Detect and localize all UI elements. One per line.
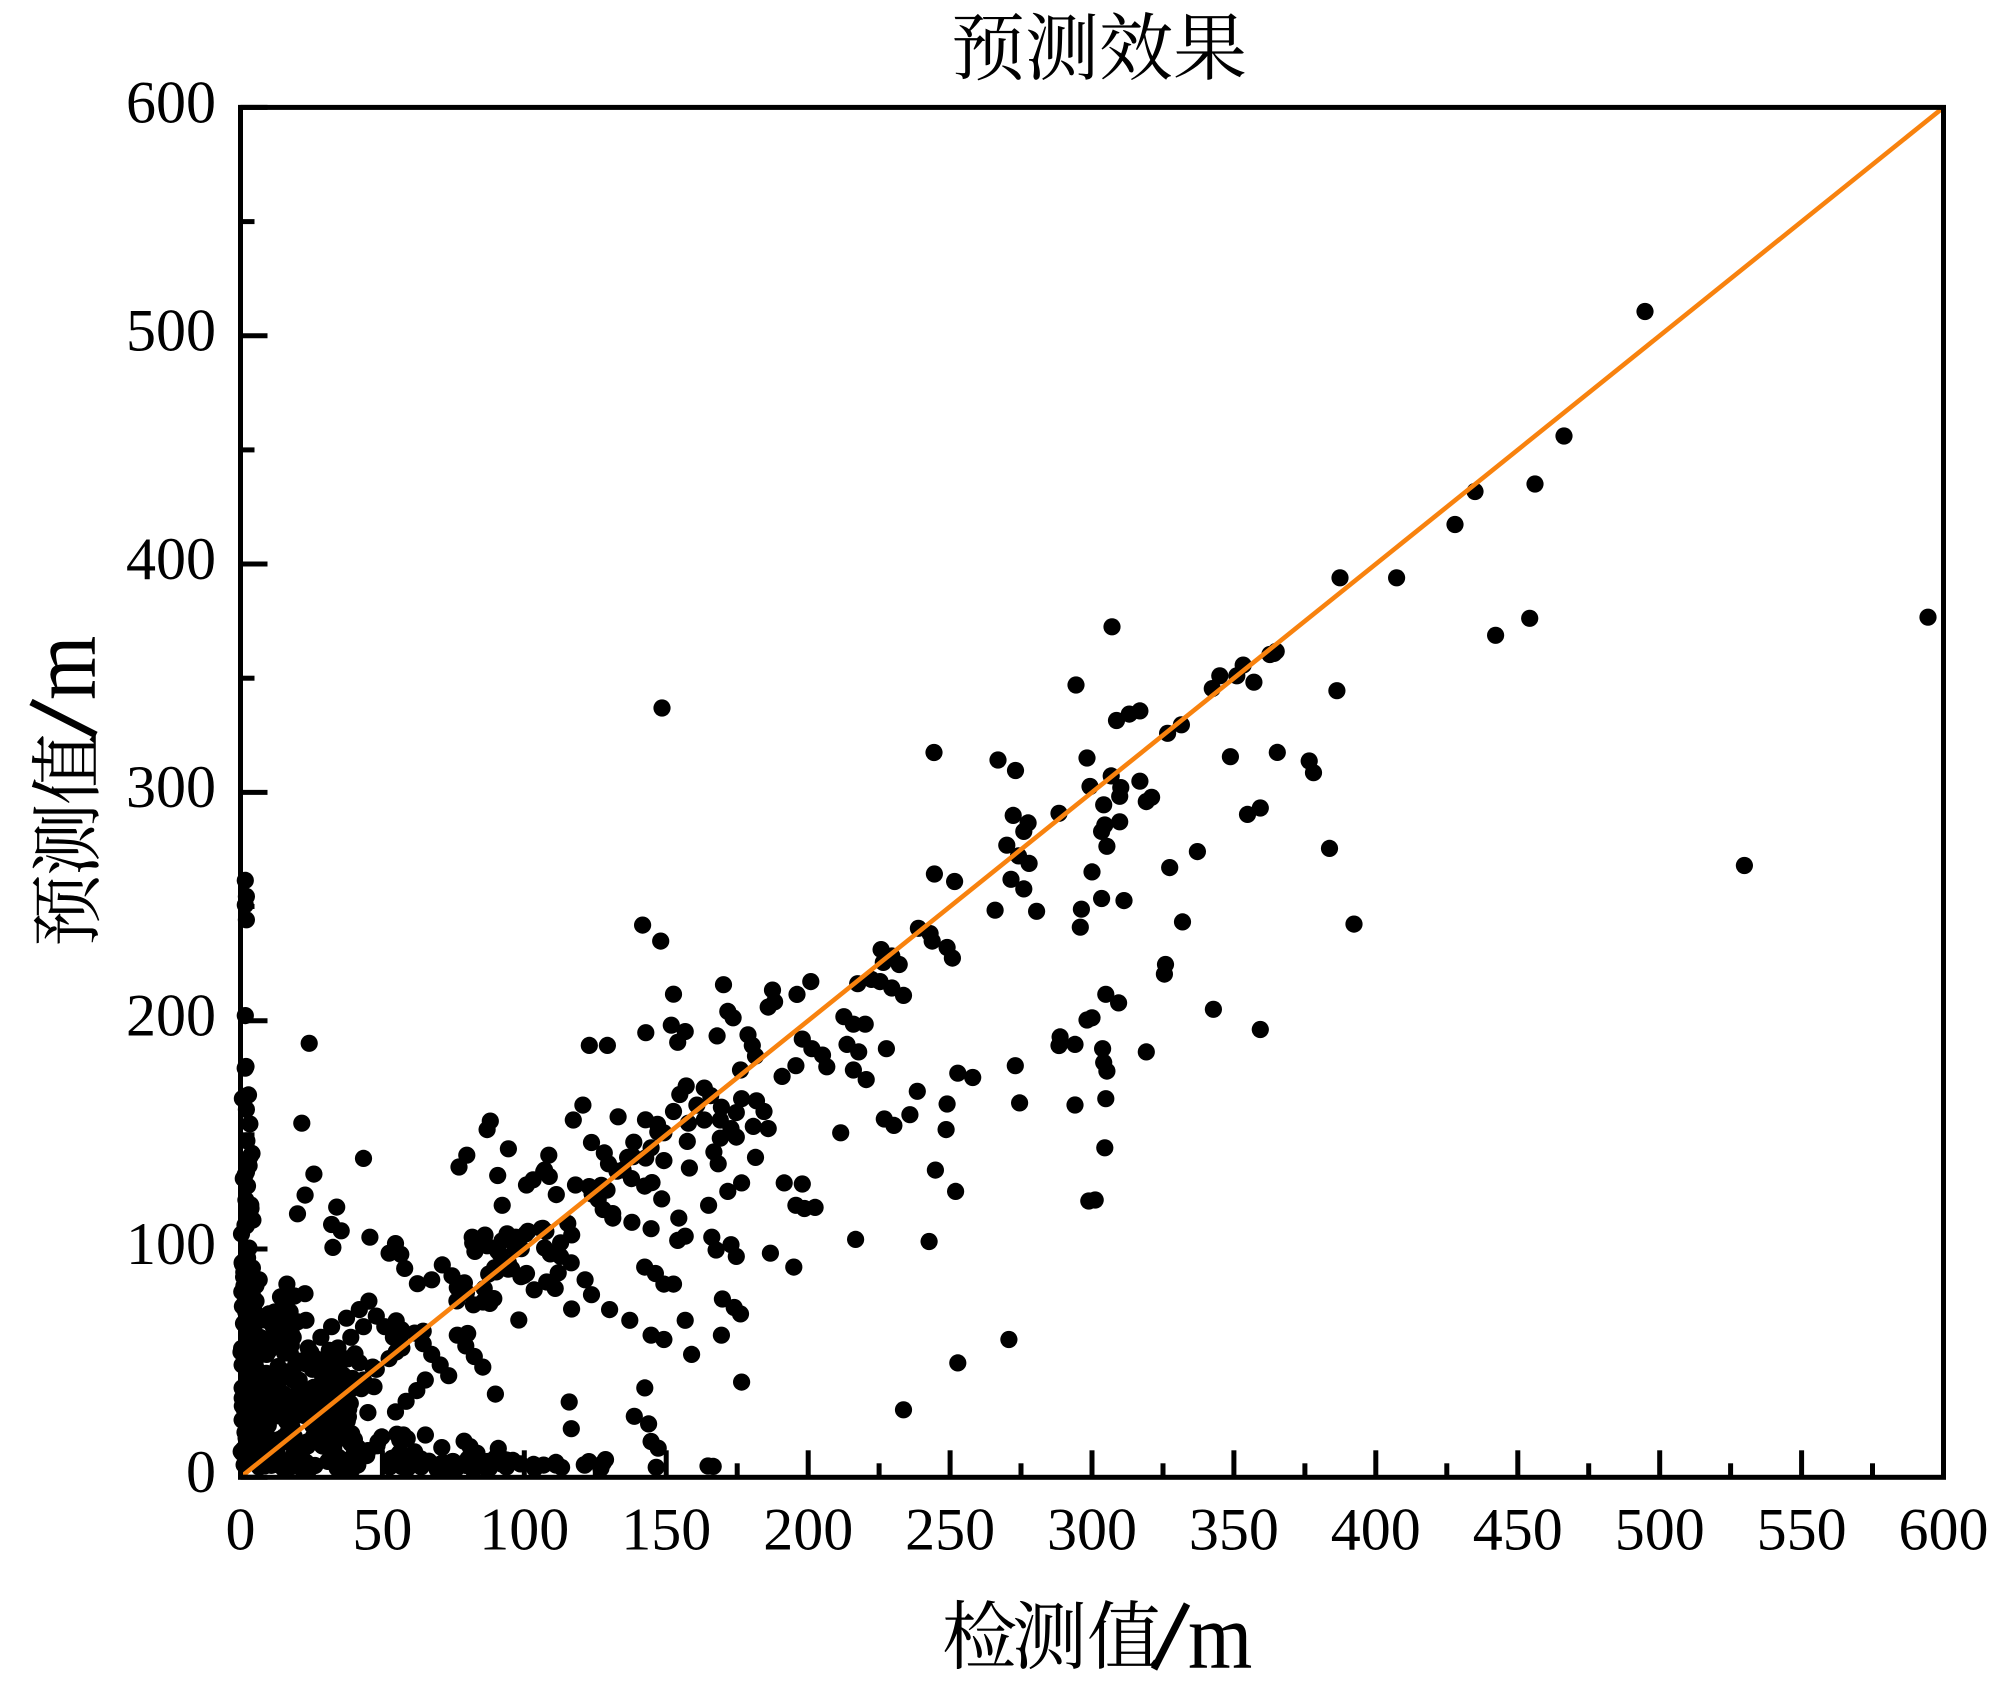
svg-text:500: 500 (1615, 1496, 1705, 1562)
svg-text:150: 150 (621, 1496, 711, 1562)
svg-text:m: m (12, 636, 116, 700)
svg-text:100: 100 (126, 1211, 216, 1277)
svg-text:350: 350 (1189, 1496, 1279, 1562)
svg-text:0: 0 (186, 1439, 216, 1505)
svg-text:600: 600 (1899, 1496, 1989, 1562)
svg-text:550: 550 (1757, 1496, 1847, 1562)
svg-text:300: 300 (1047, 1496, 1137, 1562)
svg-text:300: 300 (126, 754, 216, 820)
svg-text:0: 0 (226, 1496, 256, 1562)
svg-text:50: 50 (352, 1496, 412, 1562)
svg-text:200: 200 (126, 983, 216, 1049)
svg-text:100: 100 (479, 1496, 569, 1562)
svg-text:400: 400 (1331, 1496, 1421, 1562)
svg-text:250: 250 (905, 1496, 995, 1562)
svg-text:450: 450 (1473, 1496, 1563, 1562)
svg-text:200: 200 (763, 1496, 853, 1562)
svg-text:600: 600 (126, 69, 216, 135)
svg-text:400: 400 (126, 526, 216, 592)
svg-text:m: m (1188, 1585, 1252, 1689)
svg-text:500: 500 (126, 298, 216, 364)
